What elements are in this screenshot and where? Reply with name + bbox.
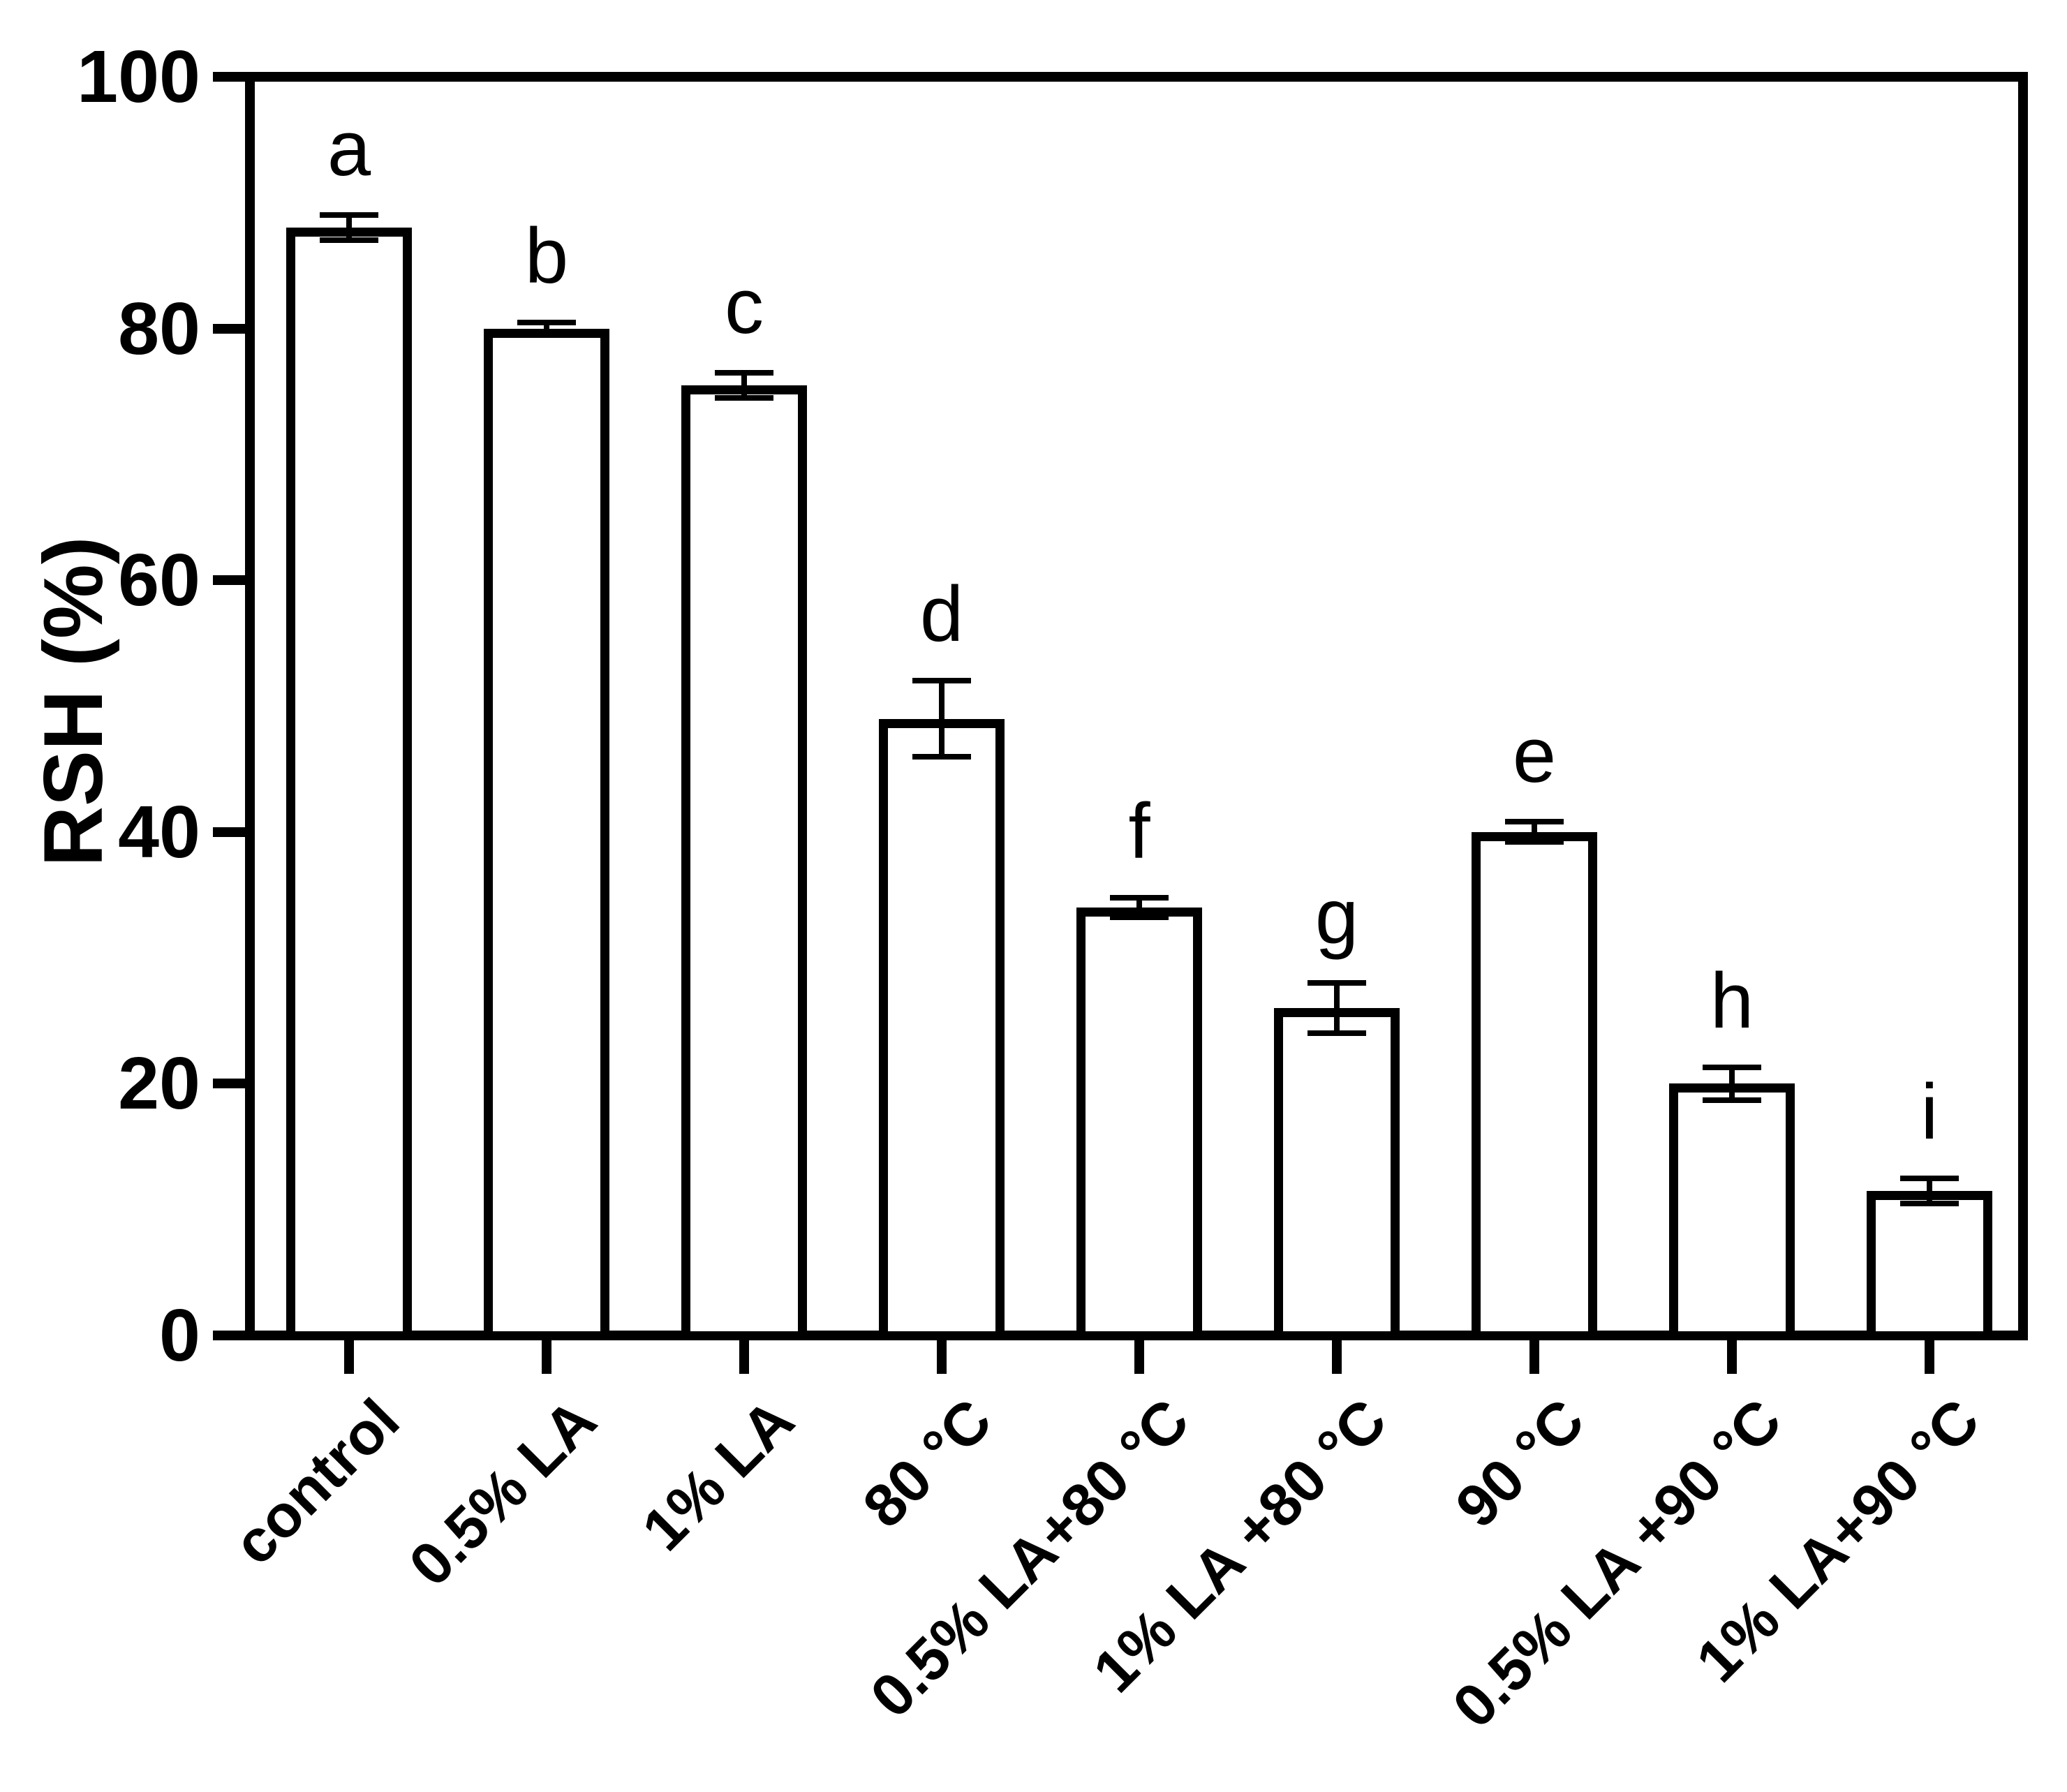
error-bar-cap-top (1900, 1175, 1959, 1181)
error-bar-cap-top (1505, 819, 1564, 825)
error-bar-cap-bottom (1703, 1097, 1761, 1103)
x-tick (1925, 1340, 1934, 1374)
y-tick-label: 40 (118, 790, 200, 873)
y-tick-label: 100 (77, 36, 200, 118)
error-bar-cap-top (320, 212, 378, 219)
error-bar-cap-bottom (1307, 1030, 1366, 1037)
error-bar-line (1334, 983, 1340, 1034)
x-tick-label: 1% LA (630, 1386, 807, 1564)
error-bar-cap-top (1703, 1064, 1761, 1070)
bar (681, 385, 807, 1340)
error-bar-line (1532, 822, 1537, 843)
error-bar-cap-bottom (1900, 1200, 1959, 1206)
error-bar-line (1136, 897, 1142, 918)
significance-letter: g (1314, 873, 1359, 961)
y-tick-label: 80 (118, 287, 200, 370)
y-axis-line (245, 72, 255, 1340)
error-bar-line (346, 215, 352, 241)
y-tick (213, 1331, 245, 1340)
y-tick (213, 323, 245, 334)
error-bar-cap-bottom (912, 753, 971, 760)
error-bar-cap-bottom (1110, 914, 1169, 921)
error-bar-cap-bottom (320, 237, 378, 244)
bar (286, 228, 412, 1340)
error-bar-line (1729, 1067, 1735, 1100)
x-tick (739, 1340, 749, 1374)
bar (1669, 1083, 1795, 1340)
bar (1274, 1008, 1400, 1340)
y-tick-label: 0 (159, 1294, 200, 1377)
x-tick-label: 0.5% LA +90 °C (1440, 1386, 1795, 1741)
x-tick-label: 90 °C (1443, 1386, 1597, 1541)
significance-letter: e (1512, 711, 1557, 799)
error-bar-cap-top (912, 678, 971, 684)
error-bar-line (1927, 1178, 1932, 1204)
plot-frame-top (245, 72, 2028, 82)
error-bar-cap-top (517, 319, 576, 325)
significance-letter: i (1920, 1067, 1939, 1155)
x-tick (1134, 1340, 1144, 1374)
y-axis-title: RSH (%) (27, 536, 120, 867)
error-bar-cap-top (715, 369, 773, 376)
significance-letter: a (327, 105, 371, 193)
bar (484, 328, 609, 1340)
x-tick-label: control (220, 1386, 412, 1578)
y-tick-label: 20 (118, 1042, 200, 1125)
y-tick-label: 60 (118, 539, 200, 622)
x-tick (1332, 1340, 1342, 1374)
bar (1472, 831, 1597, 1340)
y-tick (213, 575, 245, 586)
x-tick (1727, 1340, 1737, 1374)
y-tick (213, 827, 245, 837)
x-tick (344, 1340, 354, 1374)
significance-letter: h (1710, 956, 1754, 1044)
error-bar-cap-top (1110, 894, 1169, 901)
error-bar-line (939, 681, 944, 757)
significance-letter: d (919, 570, 964, 658)
x-tick-label: 80 °C (850, 1386, 1005, 1541)
bar (879, 718, 1005, 1340)
x-tick (1529, 1340, 1539, 1374)
x-tick (542, 1340, 551, 1374)
error-bar-cap-bottom (517, 332, 576, 338)
x-tick (937, 1340, 947, 1374)
error-bar-cap-bottom (715, 394, 773, 401)
y-tick (213, 1079, 245, 1089)
significance-letter: b (524, 212, 569, 299)
error-bar-line (544, 322, 549, 335)
bar (1076, 907, 1202, 1340)
error-bar-cap-top (1307, 980, 1366, 986)
bar (1867, 1190, 1992, 1340)
plot-frame-right (2018, 72, 2028, 1340)
significance-letter: f (1128, 787, 1150, 875)
significance-letter: c (725, 262, 764, 350)
x-tick-label: 0.5% LA (397, 1386, 609, 1599)
error-bar-line (741, 372, 747, 398)
y-tick (213, 72, 245, 82)
error-bar-cap-bottom (1505, 839, 1564, 845)
